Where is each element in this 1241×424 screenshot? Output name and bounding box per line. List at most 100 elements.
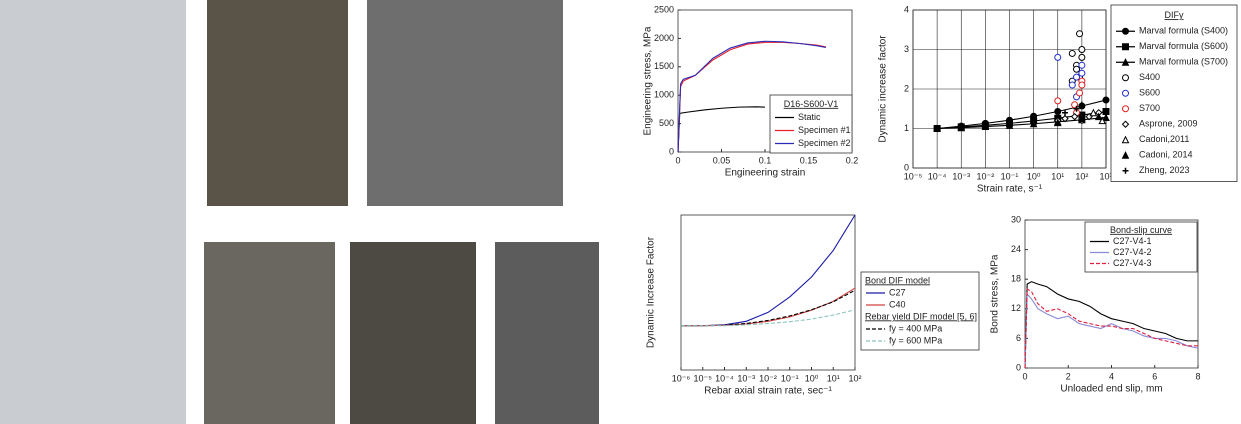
legend-label: C40: [889, 299, 906, 309]
x-tick-label: 10⁻⁵: [904, 171, 923, 181]
marker: [1078, 69, 1086, 77]
series-line: [677, 40, 827, 153]
legend-marker: [1121, 151, 1130, 159]
marker: [1089, 108, 1098, 117]
x-tick-label: 0: [1022, 371, 1027, 381]
y-tick-label: 1500: [654, 61, 674, 71]
photo: [367, 0, 563, 206]
legend-marker: [1122, 89, 1129, 97]
legend-marker: [1121, 120, 1130, 128]
y-tick-label: 4: [904, 4, 909, 14]
plot-frame: [680, 214, 856, 371]
photo: [0, 0, 186, 424]
series-line: [1024, 281, 1198, 369]
marker: [1068, 81, 1076, 89]
legend-marker: [1122, 167, 1129, 174]
series-line: [681, 309, 856, 327]
legend-title: Rebar yield DIF model [5, 6]: [865, 311, 977, 321]
series-line: [937, 99, 1107, 130]
legend-marker: [1121, 135, 1130, 144]
marker: [1054, 108, 1062, 116]
x-axis-label: Unloaded end slip, mm: [1060, 384, 1162, 395]
legend-label: Zheng, 2023: [1139, 165, 1190, 175]
marker: [1102, 113, 1110, 121]
legend-label: Asprone, 2009: [1139, 119, 1198, 129]
photo: [495, 242, 599, 424]
marker: [1076, 89, 1084, 97]
series-line: [1024, 288, 1198, 369]
x-tick-label: 10⁻⁵: [694, 373, 713, 383]
y-axis-label: Dynamic Increase Factor: [646, 236, 657, 348]
marker: [1078, 53, 1086, 61]
marker: [1029, 119, 1038, 128]
x-tick-label: 10²: [848, 373, 861, 383]
x-tick-label: 10⁰: [805, 373, 819, 383]
x-tick-label: 10³: [1099, 171, 1112, 181]
x-tick-label: 0.05: [713, 155, 731, 165]
x-tick-label: 2: [1066, 371, 1071, 381]
legend-label: Specimen #1: [798, 125, 851, 135]
x-tick-label: 10⁻⁴: [715, 373, 734, 383]
marker: [1054, 97, 1062, 105]
x-tick-label: 6: [1152, 371, 1157, 381]
y-tick-label: 6: [1016, 333, 1021, 343]
y-tick-label: 24: [1011, 244, 1021, 254]
marker: [933, 124, 941, 132]
marker: [1094, 112, 1103, 121]
marker: [1068, 49, 1076, 57]
legend-label: S600: [1139, 88, 1160, 98]
x-tick-label: 4: [1109, 371, 1114, 381]
series-line: [681, 289, 856, 327]
legend-title: D16-S600-V1: [784, 99, 839, 109]
legend-label: Specimen #2: [798, 138, 851, 148]
legend-label: S400: [1139, 72, 1160, 82]
x-tick-label: 8: [1195, 371, 1200, 381]
y-tick-label: 0: [669, 146, 674, 156]
x-axis-label: Rebar axial strain rate, sec⁻¹: [704, 386, 832, 397]
photo: [204, 242, 335, 424]
marker: [1073, 65, 1081, 73]
legend-label: C27-V4-1: [1113, 236, 1152, 246]
marker: [1005, 121, 1014, 129]
y-tick-label: 1000: [654, 90, 674, 100]
legend-label: Marval formula (S600): [1139, 41, 1228, 51]
y-tick-label: 1: [904, 123, 909, 133]
photo: [350, 242, 476, 424]
legend-label: Marval formula (S400): [1139, 26, 1228, 36]
marker: [1098, 116, 1107, 125]
marker: [1073, 73, 1081, 81]
legend-box: [1110, 4, 1238, 182]
x-tick-label: 10⁻³: [952, 171, 970, 181]
y-tick-label: 0: [904, 162, 909, 172]
x-tick-label: 10¹: [827, 373, 840, 383]
x-tick-label: 10¹: [1051, 171, 1064, 181]
legend-label: Cadoni,2011: [1139, 134, 1189, 144]
y-tick-label: 0: [1016, 362, 1021, 372]
series-line: [677, 106, 766, 153]
legend-label: fy = 400 MPa: [889, 323, 942, 333]
marker: [1102, 96, 1110, 104]
x-tick-label: 10⁻¹: [781, 373, 799, 383]
marker: [1053, 118, 1062, 127]
y-tick-label: 2000: [654, 33, 674, 43]
legend-title: Bond-slip curve: [1110, 225, 1172, 235]
y-axis-label: Bond stress, MPa: [990, 254, 1001, 333]
x-tick-label: 10⁻⁴: [928, 171, 947, 181]
marker: [1062, 109, 1069, 116]
marker: [957, 123, 966, 132]
x-tick-label: 10⁻²: [759, 373, 777, 383]
y-axis-label: Dynamic increase factor: [878, 35, 889, 143]
legend-marker: [1122, 105, 1129, 113]
y-tick-label: 3: [904, 44, 909, 54]
x-axis-label: Strain rate, s⁻¹: [977, 184, 1043, 195]
photo: [207, 0, 348, 206]
legend-marker: [1122, 74, 1129, 82]
legend-label: fy = 600 MPa: [889, 335, 942, 345]
y-tick-label: 30: [1011, 214, 1021, 224]
legend-title: DIFy: [1165, 10, 1184, 20]
x-tick-label: 0.1: [759, 155, 772, 165]
marker: [1061, 114, 1069, 123]
legend-label: Marval formula (S700): [1139, 57, 1228, 67]
legend-title: Bond DIF model: [865, 275, 930, 285]
